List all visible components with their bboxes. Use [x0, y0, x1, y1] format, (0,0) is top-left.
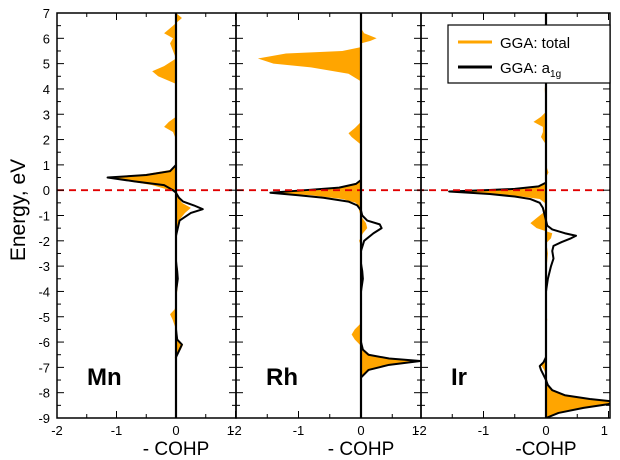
series-a1g-rh — [269, 13, 421, 418]
y-tick-label: -8 — [38, 386, 50, 401]
panel-ir — [448, 13, 610, 418]
series-a1g-ir — [448, 13, 610, 418]
frames-layer: -2 -1 0 1 - COHP Mn -2 -1 0 1 - COHP Rh -2 -1 0 1 -COHP I… — [38, 6, 611, 460]
legend-label-total: GGA: total — [500, 35, 570, 52]
y-tick-label: -6 — [38, 335, 50, 350]
x-axis-label-ir: -COHP — [515, 439, 576, 460]
x-tick-label: -1 — [111, 423, 123, 438]
y-tick-label: 4 — [43, 82, 50, 97]
y-tick-label: 1 — [43, 158, 50, 173]
series-total-rh — [257, 13, 421, 418]
y-tick-label: 7 — [43, 6, 50, 21]
x-tick-label: 1 — [227, 423, 234, 438]
y-tick-label: -5 — [38, 310, 50, 325]
x-tick-label: -1 — [293, 423, 305, 438]
x-axis-label-rh: - COHP — [328, 439, 395, 460]
y-tick-label: -3 — [38, 259, 50, 274]
y-tick-label: -7 — [38, 360, 50, 375]
panel-rh — [257, 13, 421, 418]
panel-mn — [106, 13, 204, 418]
y-tick-label: 5 — [43, 57, 50, 72]
y-tick-label: 3 — [43, 107, 50, 122]
y-tick-label: 2 — [43, 133, 50, 148]
x-tick-label: -2 — [51, 423, 63, 438]
x-axis-label-mn: - COHP — [143, 439, 210, 460]
y-tick-label: -9 — [38, 411, 50, 426]
y-axis-label: Energy, eV — [7, 159, 30, 261]
panel-frame-rh — [235, 12, 422, 419]
y-tick-label: 6 — [43, 31, 50, 46]
x-tick-label: 1 — [601, 423, 608, 438]
x-tick-label: 0 — [357, 423, 364, 438]
y-tick-label: -4 — [38, 284, 50, 299]
series-total-mn — [107, 13, 191, 418]
legend-label-a1g: GGA: a1g — [500, 60, 561, 80]
y-tick-label: 0 — [43, 183, 50, 198]
x-tick-label: -1 — [478, 423, 490, 438]
panel-frame-mn — [56, 12, 237, 419]
x-tick-label: 0 — [542, 423, 549, 438]
panel-label-ir: Ir — [451, 364, 467, 391]
legend-box — [447, 24, 611, 84]
panel-label-rh: Rh — [266, 364, 298, 391]
y-tick-label: -2 — [38, 234, 50, 249]
x-tick-label: -2 — [230, 423, 242, 438]
x-tick-label: -2 — [415, 423, 427, 438]
y-tick-label: -1 — [38, 209, 50, 224]
x-tick-label: 1 — [412, 423, 419, 438]
legend: GGA: total GGA: a1g — [447, 24, 611, 84]
panel-label-mn: Mn — [87, 364, 122, 391]
x-tick-label: 0 — [172, 423, 179, 438]
